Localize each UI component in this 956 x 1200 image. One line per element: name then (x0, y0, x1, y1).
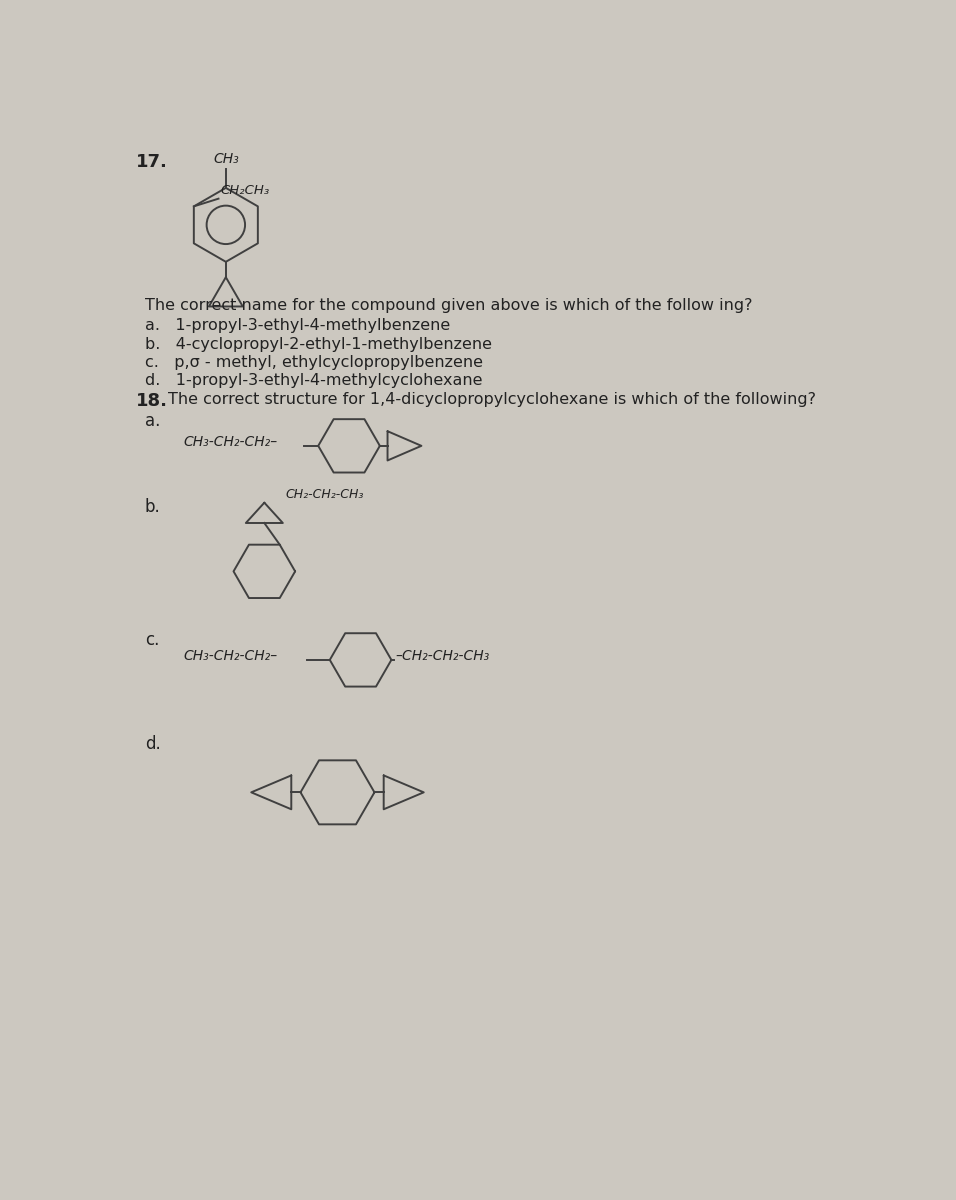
Text: b.: b. (145, 498, 161, 516)
Text: d.   1-propyl-3-ethyl-4-methylcyclohexane: d. 1-propyl-3-ethyl-4-methylcyclohexane (145, 373, 483, 389)
Text: CH₃-CH₂-CH₂–: CH₃-CH₂-CH₂– (184, 434, 278, 449)
Text: 17.: 17. (136, 154, 167, 172)
Text: The correct structure for 1,4-dicyclopropylcyclohexane is which of the following: The correct structure for 1,4-dicyclopro… (168, 392, 816, 407)
Text: –CH₂-CH₂-CH₃: –CH₂-CH₂-CH₃ (395, 649, 489, 664)
Text: a.: a. (145, 412, 161, 430)
Text: c.: c. (145, 631, 160, 649)
Text: CH₂-CH₂-CH₃: CH₂-CH₂-CH₃ (286, 488, 364, 502)
Text: a.   1-propyl-3-ethyl-4-methylbenzene: a. 1-propyl-3-ethyl-4-methylbenzene (145, 318, 450, 334)
Text: d.: d. (145, 734, 161, 752)
Text: The correct name for the compound given above is which of the follow ing?: The correct name for the compound given … (145, 298, 752, 313)
Text: c.   p,σ - methyl, ethylcyclopropylbenzene: c. p,σ - methyl, ethylcyclopropylbenzene (145, 355, 483, 370)
Text: CH₂CH₃: CH₂CH₃ (220, 184, 270, 197)
Text: 18.: 18. (136, 392, 167, 410)
Text: b.   4-cyclopropyl-2-ethyl-1-methylbenzene: b. 4-cyclopropyl-2-ethyl-1-methylbenzene (145, 336, 492, 352)
Text: CH₃: CH₃ (213, 151, 239, 166)
Text: CH₃-CH₂-CH₂–: CH₃-CH₂-CH₂– (184, 649, 278, 664)
